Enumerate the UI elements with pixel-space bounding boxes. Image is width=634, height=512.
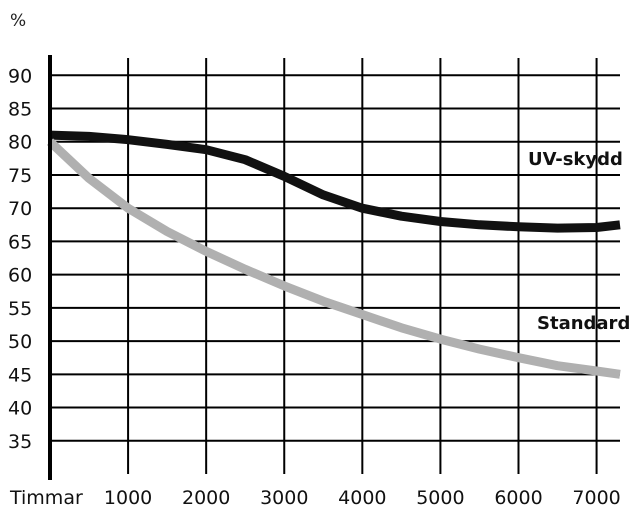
- y-tick-label-85: 85: [8, 99, 32, 121]
- y-unit-label: %: [10, 11, 26, 31]
- y-tick-label-35: 35: [8, 431, 32, 453]
- series-lines: UV-skydd Standard: [46, 130, 630, 379]
- y-tick-label-55: 55: [8, 298, 32, 320]
- x-tick-label-7000: 7000: [572, 487, 620, 509]
- x-tick-label-5000: 5000: [416, 487, 464, 509]
- y-tick-label-65: 65: [8, 231, 32, 253]
- x-tick-label-1000: 1000: [104, 487, 152, 509]
- x-tick-label-3000: 3000: [260, 487, 308, 509]
- y-tick-label-90: 90: [8, 65, 32, 87]
- x-axis-ticks: 1000 2000 3000 4000 5000 6000 7000: [104, 487, 621, 509]
- y-tick-label-80: 80: [8, 132, 32, 154]
- x-tick-label-2000: 2000: [182, 487, 230, 509]
- y-tick-label-45: 45: [8, 364, 32, 386]
- y-tick-label-75: 75: [8, 165, 32, 187]
- y-tick-label-50: 50: [8, 331, 32, 353]
- y-axis-ticks: 35 40 45 50 55 60 65 70 75 80 85 90: [8, 65, 32, 452]
- y-tick-label-70: 70: [8, 198, 32, 220]
- x-tick-label-4000: 4000: [338, 487, 386, 509]
- y-tick-label-40: 40: [8, 398, 32, 420]
- series-label-standard: Standard: [537, 313, 630, 334]
- grid: [50, 58, 620, 474]
- x-tick-label-6000: 6000: [494, 487, 542, 509]
- x-axis-label: Timmar: [9, 487, 83, 509]
- series-label-uv-skydd: UV-skydd: [528, 149, 623, 170]
- series-line-standard: [46, 138, 621, 379]
- y-tick-label-60: 60: [8, 265, 32, 287]
- series-line-uv-skydd: [49, 130, 621, 233]
